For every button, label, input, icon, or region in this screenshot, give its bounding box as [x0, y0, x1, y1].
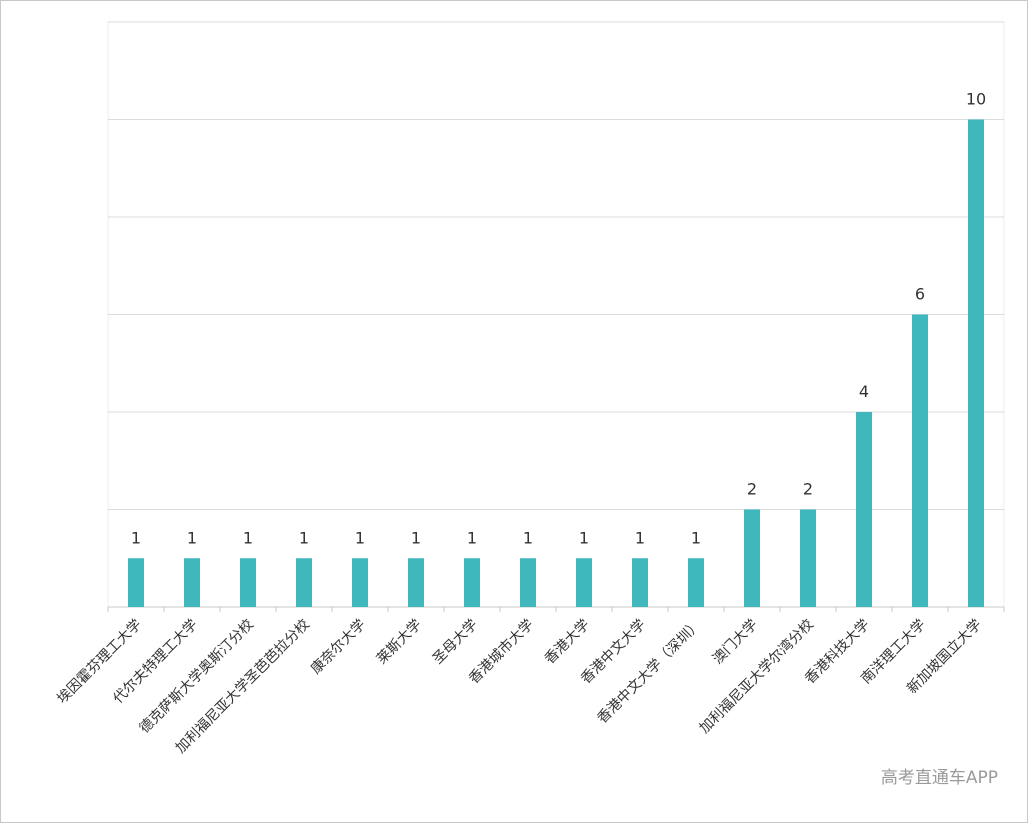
value-label: 10: [966, 90, 986, 109]
value-label: 2: [747, 480, 757, 499]
bar: [240, 558, 256, 607]
bar: [296, 558, 312, 607]
value-label: 1: [187, 528, 197, 547]
x-tick-label: 圣母大学: [430, 617, 481, 668]
bar: [128, 558, 144, 607]
bar: [688, 558, 704, 607]
bar: [800, 509, 816, 607]
value-label: 2: [803, 480, 813, 499]
bar: [912, 314, 928, 607]
value-label: 1: [579, 528, 589, 547]
value-label: 4: [859, 382, 869, 401]
bar: [352, 558, 368, 607]
value-label: 1: [243, 528, 253, 547]
x-tick-label: 香港中文大学（深圳）: [595, 617, 705, 727]
x-tick-label: 康奈尔大学: [307, 616, 369, 678]
bar: [408, 558, 424, 607]
bar: [968, 119, 984, 607]
value-label: 1: [467, 528, 477, 547]
value-label: 1: [523, 528, 533, 547]
bar: [744, 509, 760, 607]
value-label: 1: [131, 528, 141, 547]
bar: [856, 412, 872, 607]
x-tick-label: 香港大学: [542, 617, 593, 668]
value-label: 1: [355, 528, 365, 547]
x-tick-label: 澳门大学: [710, 617, 761, 668]
x-tick-label: 莱斯大学: [374, 617, 425, 668]
x-tick-label: 德克萨斯大学奥斯汀分校: [136, 616, 257, 737]
x-tick-label: 加利福尼亚大学尔湾分校: [696, 616, 817, 737]
bar: [520, 558, 536, 607]
bar: [464, 558, 480, 607]
bar: [576, 558, 592, 607]
value-label: 6: [915, 285, 925, 304]
watermark: 高考直通车APP: [881, 768, 998, 788]
value-label: 1: [299, 528, 309, 547]
value-label: 1: [691, 528, 701, 547]
bar: [184, 558, 200, 607]
value-label: 1: [411, 528, 421, 547]
bar: [632, 558, 648, 607]
value-label: 1: [635, 528, 645, 547]
